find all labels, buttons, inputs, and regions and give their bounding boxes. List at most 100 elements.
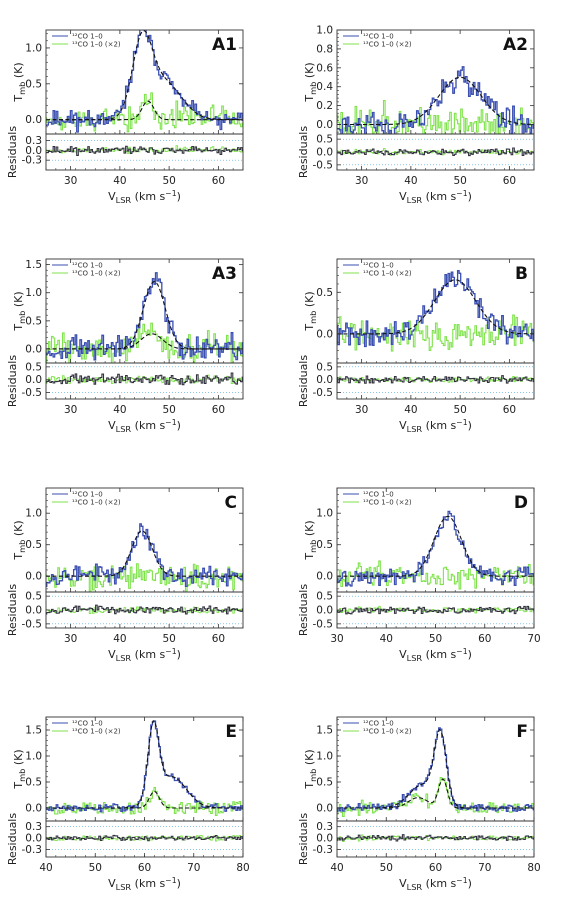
co12-spectrum — [46, 523, 243, 588]
y-tick-label: 0.5 — [316, 777, 333, 789]
co12-fit — [337, 515, 534, 577]
residual-plot — [46, 366, 243, 393]
co12-spectrum — [337, 270, 534, 348]
x-tick-label: 80 — [527, 862, 540, 874]
spectrum-plot — [46, 720, 243, 816]
residual-y-tick-label: 0.5 — [25, 361, 42, 373]
y-axis-label: Tmb (K) — [12, 291, 27, 331]
residual-y-tick-label: 0.5 — [316, 361, 333, 373]
residual-y-tick-label: 0.0 — [25, 605, 42, 617]
y-axis-label: Tmb (K) — [12, 62, 27, 102]
y-tick-label: 0.0 — [316, 571, 333, 583]
co12-residual — [46, 834, 243, 842]
residuals-axis-label: Residuals — [297, 355, 310, 407]
x-tick-label: 40 — [380, 633, 393, 645]
x-axis-label: VLSR (km s−1) — [108, 647, 181, 663]
y-axis-label: Tmb (K) — [303, 62, 318, 102]
x-tick-label: 30 — [355, 175, 368, 187]
x-tick-label: 50 — [453, 175, 466, 187]
legend-co12-label: ¹²CO 1–0 — [363, 720, 394, 728]
x-tick-label: 50 — [380, 862, 393, 874]
residual-y-tick-label: 0.0 — [316, 833, 333, 845]
co12-residual — [337, 147, 534, 157]
y-tick-label: 0.0 — [25, 343, 42, 355]
co12-residual — [46, 372, 243, 386]
y-tick-label: 0.0 — [25, 114, 42, 126]
legend-co13-label: ¹³CO 1–0 (×2) — [363, 728, 412, 736]
residuals-axis-label: Residuals — [297, 126, 310, 178]
co12-fit — [337, 279, 534, 335]
y-axis-label: Tmb (K) — [303, 749, 318, 789]
legend-co12-label: ¹²CO 1–0 — [72, 491, 103, 499]
x-tick-label: 80 — [236, 862, 249, 874]
x-tick-label: 30 — [64, 175, 77, 187]
co12-fit — [46, 530, 243, 577]
y-tick-label: 0.5 — [25, 539, 42, 551]
y-tick-label: 0.4 — [316, 81, 333, 93]
y-tick-label: 0.5 — [25, 315, 42, 327]
x-tick-label: 40 — [113, 633, 126, 645]
residual-y-tick-label: -0.5 — [22, 387, 43, 399]
y-tick-label: 1.5 — [25, 259, 42, 271]
y-tick-label: 1.0 — [316, 508, 333, 520]
co13-fit — [46, 100, 243, 121]
x-tick-label: 70 — [478, 862, 491, 874]
y-tick-label: 0.0 — [25, 571, 42, 583]
x-tick-label: 40 — [113, 404, 126, 416]
residual-y-tick-label: -0.3 — [22, 844, 43, 856]
y-tick-label: 1.0 — [25, 751, 42, 763]
co13-spectrum — [337, 776, 534, 818]
residual-plot — [337, 138, 534, 166]
x-tick-label: 50 — [162, 175, 175, 187]
x-axis-label: VLSR (km s−1) — [399, 647, 472, 663]
panel-label: A2 — [503, 35, 528, 55]
co12-residual — [46, 604, 243, 615]
y-tick-label: 0.0 — [316, 803, 333, 815]
co12-spectrum — [337, 510, 534, 587]
x-axis-label: VLSR (km s−1) — [399, 189, 472, 205]
spectrum-plot — [46, 272, 243, 363]
co12-residual — [46, 145, 243, 156]
y-tick-label: 1.5 — [316, 725, 333, 737]
panel-label: F — [516, 722, 528, 742]
y-tick-label: 0.0 — [25, 803, 42, 815]
residual-y-tick-label: -0.5 — [313, 159, 334, 171]
x-tick-label: 50 — [429, 633, 442, 645]
x-tick-label: 50 — [89, 862, 102, 874]
legend-co12-label: ¹²CO 1–0 — [72, 33, 103, 41]
y-tick-label: 1.0 — [316, 751, 333, 763]
x-axis-label: VLSR (km s−1) — [399, 876, 472, 892]
legend-co13-label: ¹³CO 1–0 (×2) — [72, 270, 121, 278]
residual-frame — [45, 362, 244, 400]
residual-plot — [337, 366, 534, 393]
co13-fit — [46, 790, 243, 809]
residual-plot — [46, 595, 243, 625]
x-tick-label: 30 — [64, 633, 77, 645]
y-axis-label: Tmb (K) — [303, 520, 318, 560]
y-tick-label: 0.5 — [316, 287, 333, 299]
x-tick-label: 40 — [113, 175, 126, 187]
x-axis-label: VLSR (km s−1) — [108, 189, 181, 205]
y-tick-label: 0.8 — [316, 43, 333, 55]
legend-co12-label: ¹²CO 1–0 — [363, 33, 394, 41]
residual-y-tick-label: 0.3 — [25, 135, 42, 147]
panel-a2: 0.00.20.40.60.81.0-0.50.00.530 40 50 60VLSR… — [297, 25, 535, 205]
x-tick-label: 60 — [138, 862, 151, 874]
x-tick-label: 30 — [330, 633, 343, 645]
y-tick-label: 1.0 — [25, 287, 42, 299]
x-tick-label: 40 — [330, 862, 343, 874]
y-axis-label: Tmb (K) — [12, 520, 27, 560]
residuals-axis-label: Residuals — [6, 355, 19, 407]
spectrum-plot — [337, 270, 534, 352]
x-tick-label: 40 — [39, 862, 52, 874]
y-tick-label: 0.5 — [316, 539, 333, 551]
x-tick-label: 60 — [503, 175, 516, 187]
legend-co13-label: ¹³CO 1–0 (×2) — [363, 499, 412, 507]
co12-spectrum — [337, 66, 534, 134]
x-axis-label: VLSR (km s−1) — [108, 418, 181, 434]
y-tick-label: 0.6 — [316, 62, 333, 74]
